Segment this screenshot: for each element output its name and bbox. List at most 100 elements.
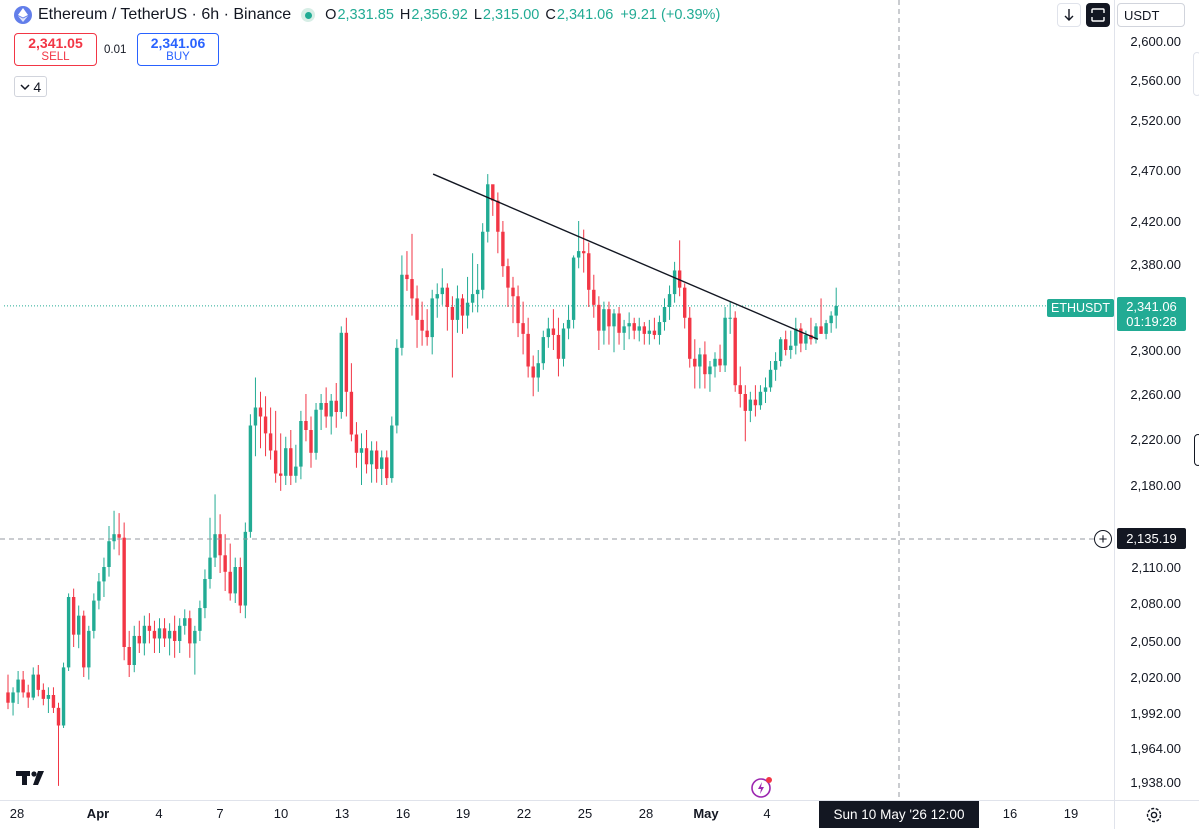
candle-body: [339, 332, 343, 412]
symbol-title[interactable]: Ethereum / TetherUS · 6h · Binance: [38, 6, 292, 23]
candle-body: [6, 692, 10, 703]
candle-body: [778, 339, 783, 361]
candle-body: [496, 200, 500, 232]
price-label: 2,380.00: [1130, 257, 1181, 272]
candle-body: [223, 555, 227, 572]
candle-body: [127, 647, 131, 665]
candle-body: [683, 287, 687, 318]
candle-body: [233, 567, 237, 594]
candle-body: [576, 251, 581, 258]
candle-body: [354, 434, 359, 453]
candle-body: [263, 416, 268, 434]
candle-body: [410, 279, 414, 299]
price-label: 2,080.00: [1130, 596, 1181, 611]
crosshair-time-tag: Sun 10 May '26 12:00: [819, 801, 979, 828]
candle-body: [61, 667, 66, 726]
candle-body: [672, 270, 677, 295]
candle-body: [622, 326, 626, 333]
candle-body: [536, 363, 540, 378]
candle-body: [612, 313, 616, 327]
candle-body: [526, 333, 530, 367]
candle-body: [21, 679, 25, 693]
open-value: 2,331.85: [337, 7, 394, 23]
time-label: 22: [516, 806, 532, 821]
candle-body: [188, 618, 192, 644]
candle-body: [819, 326, 823, 334]
candle-body: [566, 319, 571, 329]
candle-body: [273, 450, 278, 474]
candle-body: [561, 328, 566, 359]
candle-body: [551, 328, 556, 335]
fullscreen-icon: [1091, 8, 1105, 22]
trendline[interactable]: [432, 173, 819, 340]
candle-body: [228, 571, 232, 594]
last-price-value: 2,341.06: [1126, 299, 1177, 314]
last-price-tag: 2,341.06 01:19:28: [1117, 297, 1186, 331]
settings-gear-icon[interactable]: [1145, 806, 1163, 824]
candle-body: [425, 330, 429, 338]
candle-body: [470, 294, 475, 303]
low-value: 2,315.00: [482, 7, 540, 23]
candle-body: [768, 369, 773, 388]
price-scale-drag-handle[interactable]: [1194, 434, 1199, 466]
candle-body: [677, 270, 682, 288]
candle-body: [157, 628, 162, 639]
buy-button[interactable]: 2,341.06 BUY: [137, 33, 219, 66]
symbol-header[interactable]: Ethereum / TetherUS · 6h · Binance O2,33…: [14, 4, 720, 26]
currency-select[interactable]: USDT: [1117, 3, 1185, 27]
candle-body: [87, 630, 91, 668]
candle-body: [521, 323, 525, 334]
time-label: 16: [1002, 806, 1018, 821]
price-label: 1,992.00: [1130, 706, 1181, 721]
candle-body: [511, 287, 515, 297]
candle-body: [748, 399, 753, 411]
tradingview-logo-icon[interactable]: [16, 768, 52, 788]
candle-body: [248, 425, 253, 532]
price-label: 1,964.00: [1130, 741, 1181, 756]
candle-body: [117, 534, 121, 538]
chevron-down-icon: [20, 83, 30, 90]
candle-body: [789, 345, 793, 350]
price-label: 2,220.00: [1130, 432, 1181, 447]
candle-body: [733, 317, 737, 386]
candle-body: [743, 394, 747, 411]
candle-body: [112, 534, 116, 542]
indicators-collapse-button[interactable]: 4: [14, 76, 47, 97]
candle-body: [132, 635, 136, 665]
sell-button[interactable]: 2,341.05 SELL: [14, 33, 97, 66]
plus-circle-icon[interactable]: +: [1094, 530, 1112, 548]
indicators-count: 4: [33, 78, 42, 95]
candle-body: [142, 625, 147, 644]
candle-body: [46, 695, 51, 699]
scroll-down-button[interactable]: [1057, 3, 1081, 27]
candle-body: [137, 635, 141, 644]
price-label: 2,300.00: [1130, 343, 1181, 358]
time-label: 13: [334, 806, 350, 821]
trendline-layer[interactable]: [432, 173, 819, 340]
candle-body: [284, 448, 288, 476]
fullscreen-button[interactable]: [1086, 3, 1110, 27]
candle-body: [385, 457, 389, 479]
price-scale-handle[interactable]: [1193, 52, 1199, 96]
candle-body: [82, 615, 86, 668]
candle-body: [602, 309, 606, 331]
time-label: 7: [216, 806, 224, 821]
crosshair-price-tag: 2,135.19: [1117, 528, 1186, 549]
candle-body: [829, 315, 833, 324]
candle-body: [218, 534, 222, 556]
candle-body: [203, 579, 207, 609]
candle-body: [66, 597, 71, 668]
ethereum-logo-icon: [14, 6, 32, 24]
candle-body: [738, 385, 742, 394]
candle-body: [753, 399, 758, 406]
buy-price: 2,341.06: [150, 35, 206, 51]
high-key: H: [399, 7, 411, 23]
candle-body: [299, 421, 303, 467]
close-value: 2,341.06: [556, 7, 614, 23]
price-label: 2,470.00: [1130, 163, 1181, 178]
candle-body: [289, 448, 293, 476]
lightning-icon[interactable]: [750, 775, 774, 799]
candle-body: [349, 391, 354, 435]
